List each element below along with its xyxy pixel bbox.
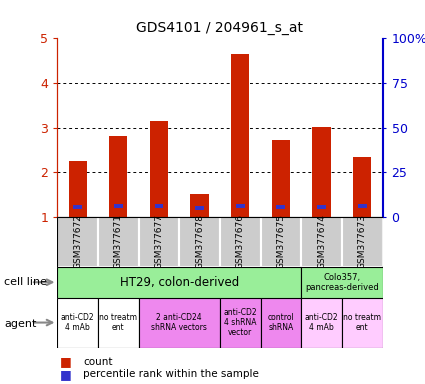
Bar — [190, 194, 209, 217]
Bar — [342, 217, 383, 267]
Bar — [114, 204, 123, 208]
Text: cell line: cell line — [4, 277, 47, 287]
Bar — [231, 54, 249, 217]
Bar — [98, 217, 139, 267]
Bar — [109, 136, 128, 217]
Text: GSM377674: GSM377674 — [317, 215, 326, 269]
Bar — [276, 205, 285, 209]
Text: no treatm
ent: no treatm ent — [99, 313, 137, 332]
Text: GSM377671: GSM377671 — [114, 214, 123, 270]
Bar — [220, 217, 261, 267]
Bar — [358, 204, 367, 209]
Text: anti-CD2
4 mAb: anti-CD2 4 mAb — [305, 313, 338, 332]
Text: ■: ■ — [60, 368, 71, 381]
Bar — [73, 205, 82, 209]
Text: HT29, colon-derived: HT29, colon-derived — [120, 276, 239, 289]
Bar — [317, 205, 326, 209]
Text: count: count — [83, 357, 112, 367]
Bar — [155, 204, 164, 208]
Text: GSM377676: GSM377676 — [236, 214, 245, 270]
Text: control
shRNA: control shRNA — [267, 313, 294, 332]
Bar — [220, 298, 261, 348]
Bar — [342, 298, 383, 348]
Bar — [261, 298, 301, 348]
Bar — [57, 267, 301, 298]
Text: 2 anti-CD24
shRNA vectors: 2 anti-CD24 shRNA vectors — [151, 313, 207, 332]
Text: GSM377678: GSM377678 — [195, 214, 204, 270]
Text: GSM377677: GSM377677 — [154, 214, 164, 270]
Bar — [261, 217, 301, 267]
Title: GDS4101 / 204961_s_at: GDS4101 / 204961_s_at — [136, 21, 303, 35]
Bar — [139, 298, 220, 348]
Text: GSM377672: GSM377672 — [73, 215, 82, 269]
Bar — [312, 127, 331, 217]
Bar — [150, 121, 168, 217]
Text: ■: ■ — [60, 355, 71, 368]
Text: anti-CD2
4 shRNA
vector: anti-CD2 4 shRNA vector — [224, 308, 257, 338]
Bar — [301, 298, 342, 348]
Bar — [179, 217, 220, 267]
Text: no treatm
ent: no treatm ent — [343, 313, 381, 332]
Bar — [301, 267, 382, 298]
Text: GSM377675: GSM377675 — [276, 214, 286, 270]
Text: Colo357,
pancreas-derived: Colo357, pancreas-derived — [305, 273, 379, 292]
Text: agent: agent — [4, 319, 37, 329]
Text: percentile rank within the sample: percentile rank within the sample — [83, 369, 259, 379]
Bar — [139, 217, 179, 267]
Bar — [301, 217, 342, 267]
Bar — [195, 206, 204, 210]
Text: GSM377673: GSM377673 — [358, 214, 367, 270]
Bar — [57, 298, 98, 348]
Bar — [98, 298, 139, 348]
Bar — [68, 161, 87, 217]
Text: anti-CD2
4 mAb: anti-CD2 4 mAb — [61, 313, 94, 332]
Bar — [353, 157, 371, 217]
Bar — [57, 217, 98, 267]
Bar — [236, 204, 245, 208]
Bar — [272, 140, 290, 217]
